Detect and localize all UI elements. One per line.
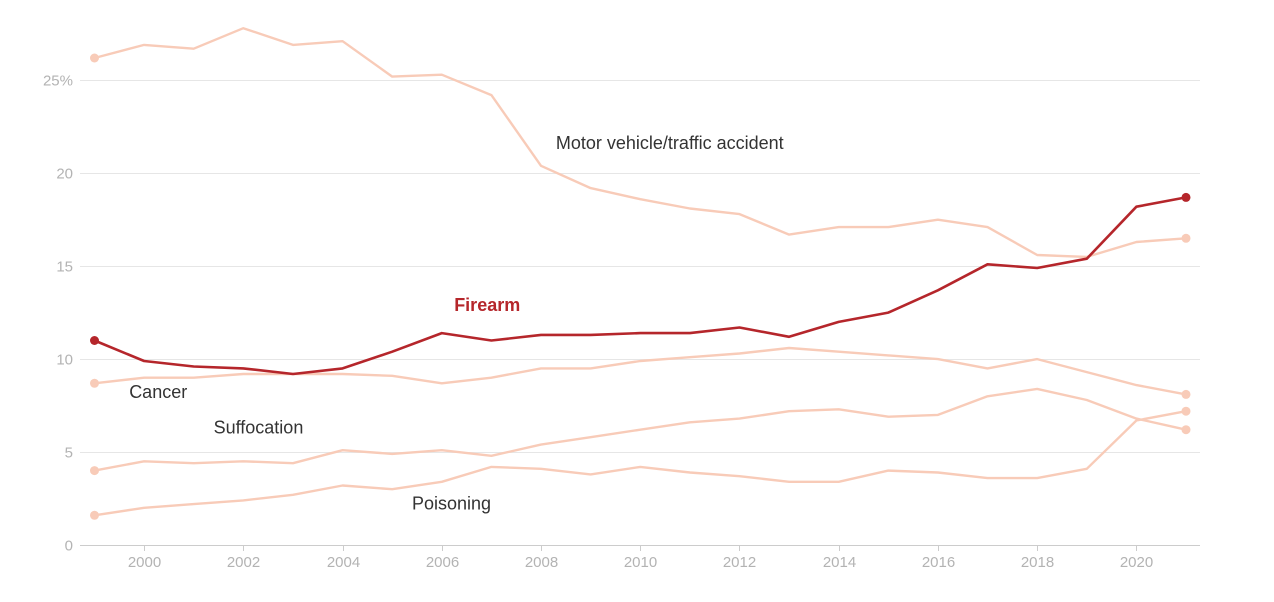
- suffocation-line: [93, 387, 1188, 472]
- poisoning-line: [93, 410, 1188, 517]
- motor-vehicle-label: Motor vehicle/traffic accident: [556, 133, 784, 153]
- cancer-start-point: [90, 378, 99, 388]
- x-tick-label: 2008: [525, 554, 558, 571]
- motor-vehicle-line: [93, 27, 1188, 259]
- x-tick-label: 2000: [128, 554, 161, 571]
- motor-vehicle-end-point: [1181, 233, 1191, 243]
- suffocation-label: Suffocation: [214, 418, 304, 438]
- series-lines: [90, 27, 1191, 520]
- cancer-line: [93, 346, 1188, 396]
- x-tick-label: 2006: [426, 554, 459, 571]
- grid-lines: [80, 80, 1200, 453]
- y-axis-ticks: 0 5 10 15 20 25%: [43, 73, 73, 555]
- x-tick-label: 2012: [723, 554, 756, 571]
- y-tick-label: 15: [56, 259, 73, 276]
- x-tick-label: 2018: [1021, 554, 1054, 571]
- poisoning-end-point: [1181, 406, 1191, 416]
- y-tick-label: 5: [65, 445, 73, 462]
- series-poisoning: [90, 406, 1191, 520]
- x-tick-label: 2010: [624, 554, 657, 571]
- firearm-label: Firearm: [454, 295, 520, 315]
- suffocation-start-point: [90, 466, 99, 476]
- x-axis-ticks: 2000 2002 2004 2006 2008 2010 2012 2014 2016 2018…: [128, 545, 1153, 571]
- x-tick-label: 2002: [227, 554, 260, 571]
- y-tick-label: 0: [65, 538, 73, 555]
- firearm-line: [93, 196, 1188, 376]
- series-motor-vehicle: [90, 27, 1191, 259]
- series-labels: Motor vehicle/traffic accident Firearm Can…: [129, 133, 783, 514]
- poisoning-start-point: [90, 510, 99, 520]
- y-tick-label: 25%: [43, 73, 73, 90]
- series-cancer: [90, 346, 1191, 399]
- series-firearm: [90, 192, 1191, 376]
- x-tick-label: 2016: [922, 554, 955, 571]
- suffocation-end-point: [1181, 425, 1191, 435]
- x-tick-label: 2004: [327, 554, 360, 571]
- firearm-start-point: [90, 336, 99, 345]
- cancer-end-point: [1181, 389, 1191, 399]
- y-tick-label: 20: [56, 166, 73, 183]
- series-suffocation: [90, 387, 1191, 476]
- x-tick-label: 2014: [823, 554, 856, 571]
- x-tick-label: 2020: [1120, 554, 1153, 571]
- cancer-label: Cancer: [129, 382, 187, 402]
- y-tick-label: 10: [56, 352, 73, 369]
- poisoning-label: Poisoning: [412, 494, 491, 514]
- motor-vehicle-start-point: [90, 53, 99, 63]
- firearm-end-point: [1181, 192, 1191, 202]
